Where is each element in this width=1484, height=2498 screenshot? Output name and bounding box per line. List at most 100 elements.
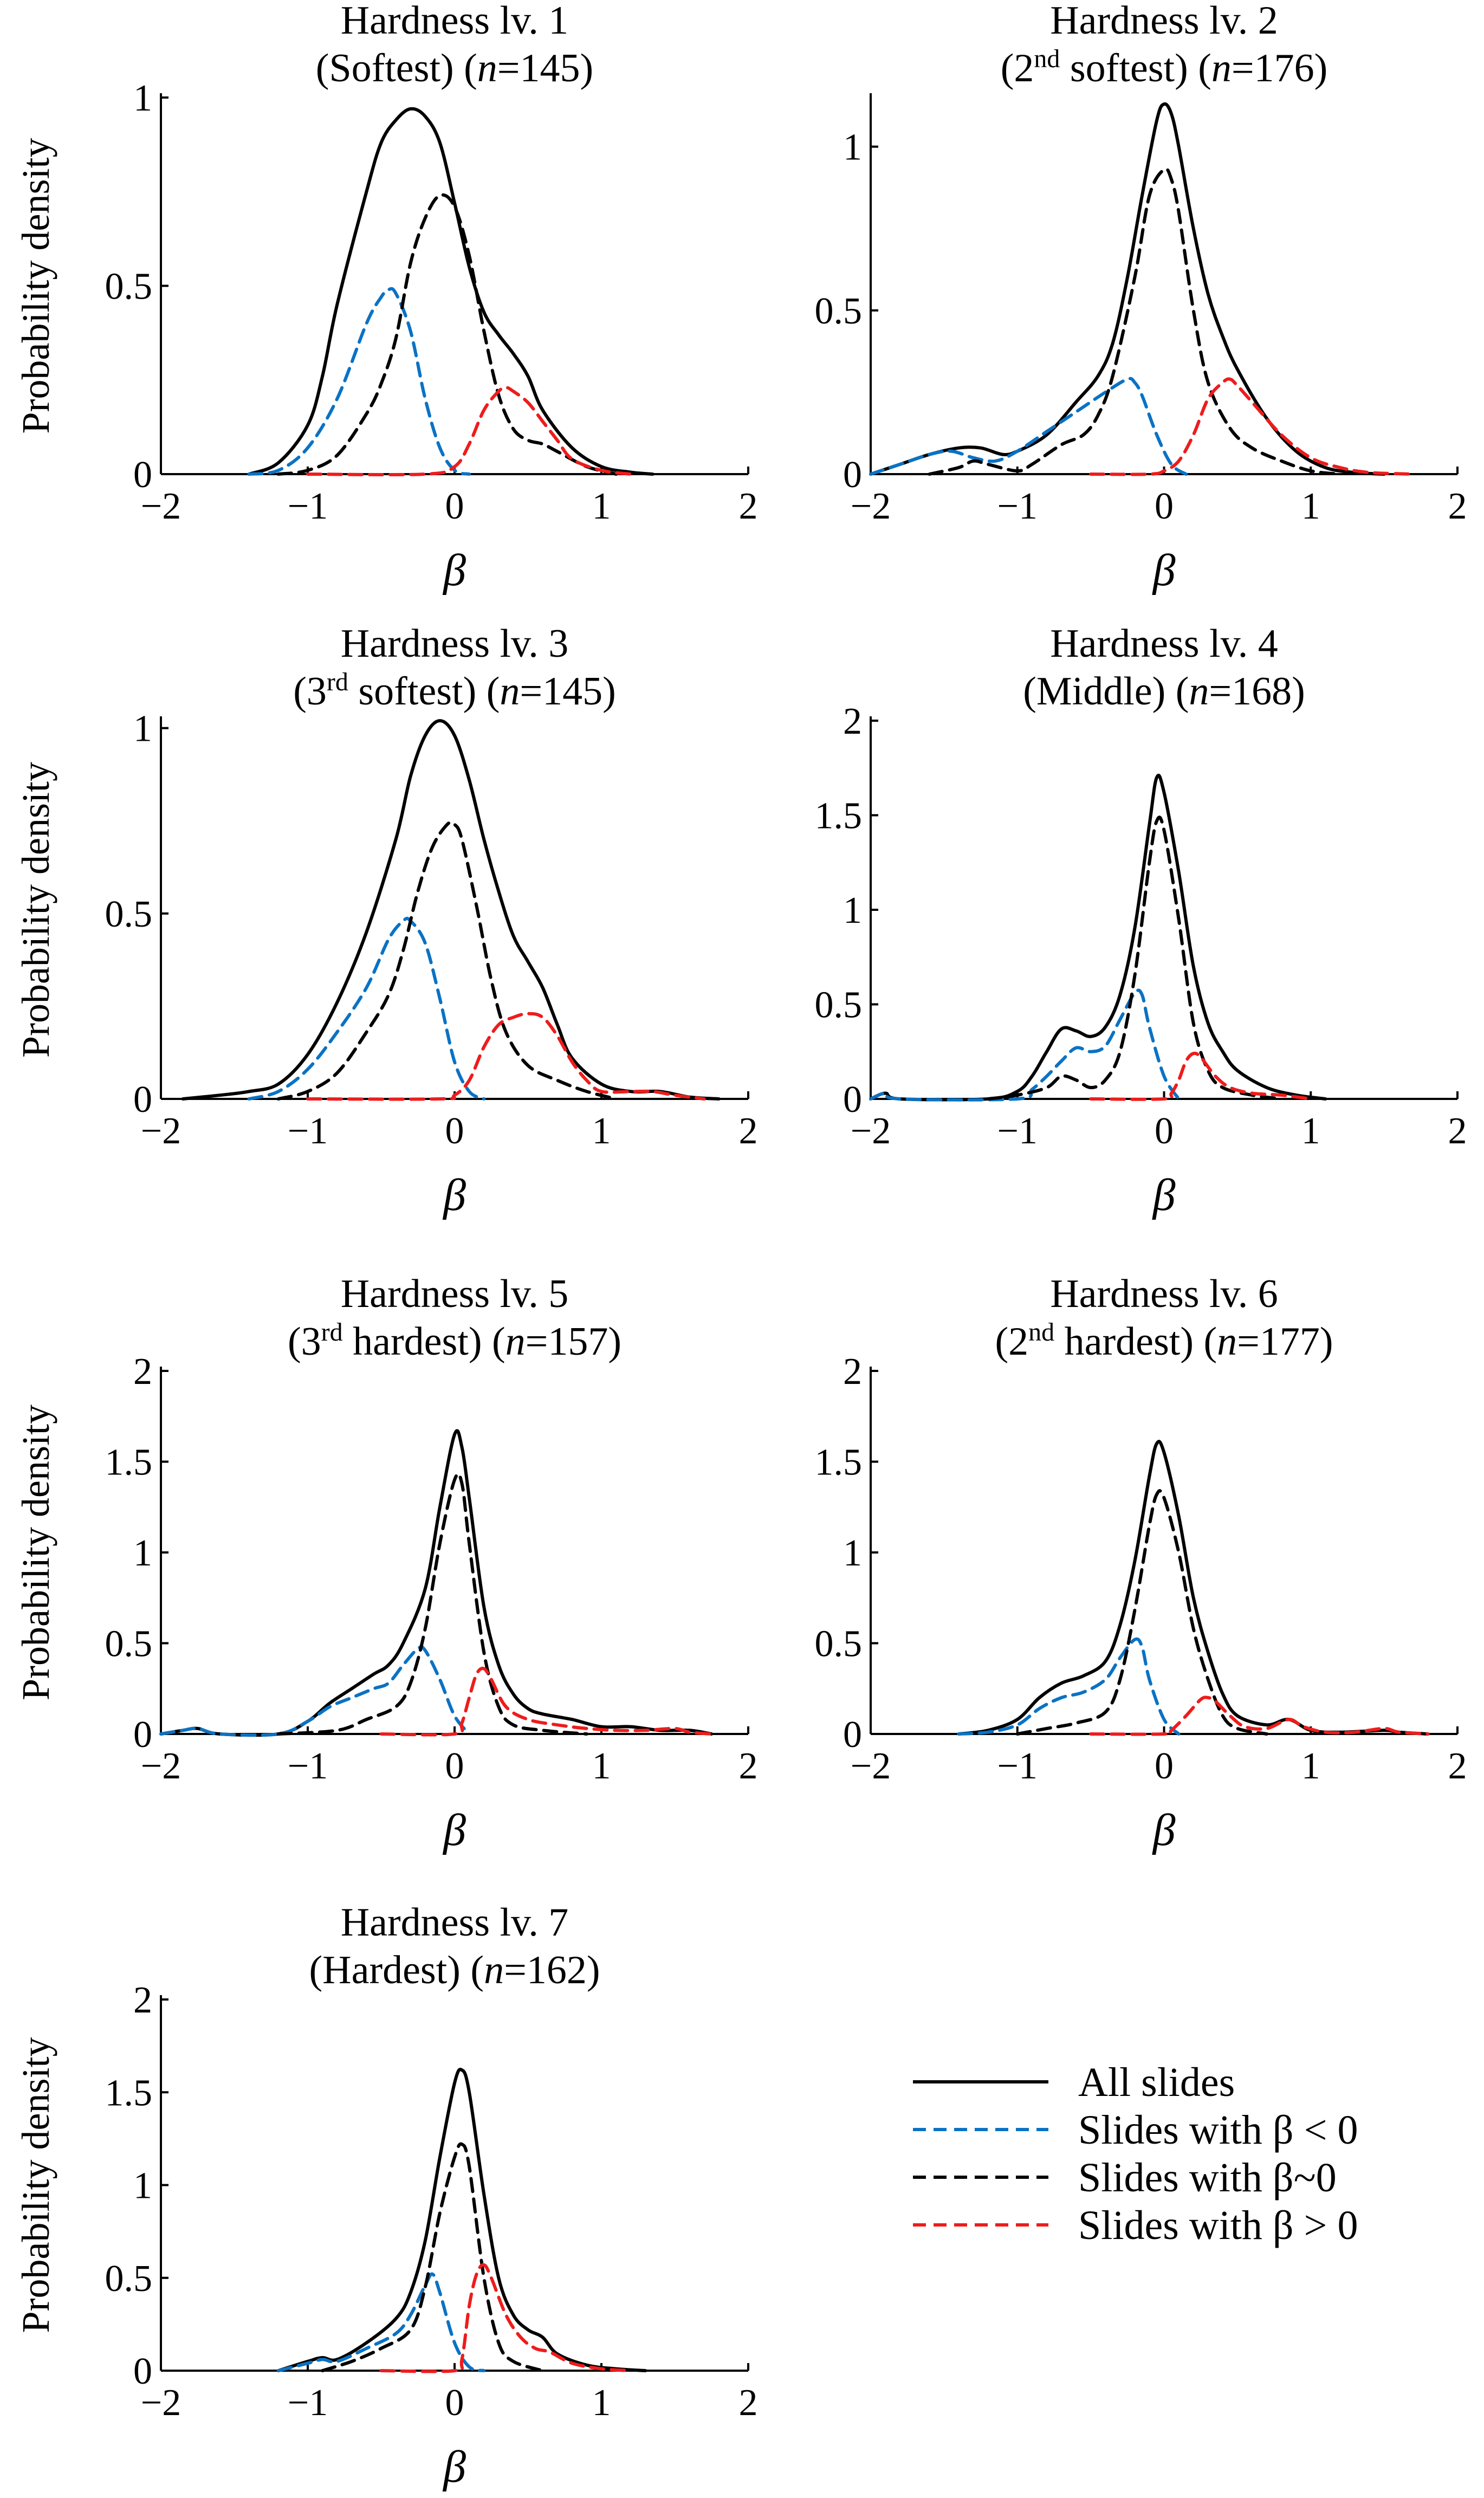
- x-tick-label: 1: [592, 486, 611, 527]
- panel-title-line1: Hardness lv. 7: [341, 1900, 569, 1945]
- y-tick-label: 0.5: [105, 266, 153, 308]
- x-axis-label: β: [1152, 1170, 1176, 1220]
- x-tick-label: −1: [288, 486, 328, 527]
- legend-label-pos: Slides with β > 0: [1078, 2203, 1358, 2248]
- panel-title-line1: Hardness lv. 2: [1050, 0, 1278, 43]
- y-tick-label: 0.5: [815, 1623, 863, 1665]
- y-axis-label: Probability density: [14, 138, 57, 434]
- series-neg-line: [869, 377, 1188, 476]
- series-all-line: [957, 1440, 1430, 1736]
- y-tick-label: 0: [843, 1714, 862, 1756]
- x-axis-label: β: [1152, 545, 1176, 596]
- y-tick-label: 2: [133, 1979, 152, 2021]
- series-zero-line: [986, 816, 1284, 1101]
- y-tick-label: 2: [133, 1351, 152, 1393]
- panel-4: Hardness lv. 4(Middle) (n=168) −2 −1 0 1 2 0 0.…: [815, 622, 1467, 1220]
- y-tick-label: 1.5: [815, 1442, 863, 1484]
- series-zero-line: [276, 193, 618, 476]
- y-tick-label: 0: [133, 1079, 152, 1121]
- x-tick-label: 1: [592, 1110, 611, 1152]
- y-tick-label: 1: [843, 1532, 862, 1574]
- series-neg-line: [247, 287, 471, 476]
- panel-title-line1: Hardness lv. 1: [341, 0, 569, 43]
- legend: All slides Slides with β < 0 Slides with…: [913, 2060, 1358, 2248]
- x-tick-label: 0: [1155, 486, 1174, 527]
- panel-title-line2: (Hardest) (n=162): [309, 1948, 600, 1992]
- series-zero-line: [928, 167, 1342, 476]
- x-tick-label: −1: [288, 1745, 328, 1787]
- panel-title-line1: Hardness lv. 6: [1050, 1272, 1278, 1316]
- panel-6: Hardness lv. 6(2nd hardest) (n=177) −2 −1 0…: [815, 1272, 1467, 1855]
- y-tick-label: 2: [843, 701, 862, 742]
- series-all-line: [247, 107, 654, 476]
- x-tick-label: −1: [997, 1110, 1038, 1152]
- panel-title-line1: Hardness lv. 3: [341, 622, 569, 666]
- x-tick-label: 1: [1301, 486, 1320, 527]
- series-pos-line: [379, 1666, 714, 1737]
- x-tick-label: 2: [739, 486, 758, 527]
- legend-label-all: All slides: [1078, 2060, 1235, 2105]
- series-zero-line: [321, 2142, 545, 2372]
- series-pos-line: [306, 1012, 706, 1101]
- y-tick-label: 0.5: [105, 1623, 153, 1665]
- y-tick-label: 0.5: [815, 985, 863, 1026]
- panel-title-line2: (3rd softest) (n=145): [293, 668, 616, 714]
- x-tick-label: 0: [445, 2382, 464, 2424]
- panel-title-line1: Hardness lv. 4: [1050, 622, 1278, 666]
- y-tick-label: 0: [843, 1079, 862, 1121]
- x-tick-label: 2: [1448, 486, 1467, 527]
- x-tick-label: −1: [288, 2382, 328, 2424]
- x-tick-label: 2: [739, 2382, 758, 2424]
- y-tick-label: 1.5: [105, 1442, 153, 1484]
- y-tick-label: 1: [133, 708, 152, 750]
- panel-title-line2: (Softest) (n=145): [316, 46, 593, 90]
- y-tick-label: 0: [133, 1714, 152, 1756]
- x-tick-label: 1: [1301, 1110, 1320, 1152]
- y-tick-label: 1: [843, 127, 862, 169]
- series-all-line: [181, 719, 721, 1101]
- x-axis-label: β: [442, 1805, 466, 1855]
- x-tick-label: 1: [592, 1745, 611, 1787]
- panel-title-line2: (3rd hardest) (n=157): [288, 1318, 621, 1364]
- y-tick-label: 0.5: [105, 2258, 153, 2300]
- x-tick-label: 0: [445, 486, 464, 527]
- x-tick-label: 0: [445, 1745, 464, 1787]
- x-axis-label: β: [442, 2442, 466, 2492]
- series-neg-line: [957, 1637, 1181, 1736]
- x-tick-label: 2: [739, 1745, 758, 1787]
- y-tick-label: 1: [843, 890, 862, 931]
- series-pos-line: [1089, 1695, 1430, 1736]
- y-axis-label: Probability density: [14, 1405, 57, 1700]
- series-pos-line: [379, 2263, 633, 2373]
- y-axis-label: Probability density: [14, 2037, 57, 2333]
- series-neg-line: [276, 2272, 486, 2372]
- x-tick-label: −1: [997, 486, 1038, 527]
- y-tick-label: 1: [133, 2165, 152, 2207]
- x-tick-label: −2: [851, 1745, 891, 1787]
- series-zero-line: [276, 820, 618, 1101]
- legend-label-neg: Slides with β < 0: [1078, 2107, 1358, 2153]
- x-tick-label: −2: [141, 1110, 181, 1152]
- x-tick-label: 0: [1155, 1110, 1174, 1152]
- x-tick-label: 0: [1155, 1745, 1174, 1787]
- series-all-line: [869, 102, 1386, 476]
- y-tick-label: 1: [133, 77, 152, 119]
- x-tick-label: −1: [997, 1745, 1038, 1787]
- series-zero-line: [1015, 1489, 1268, 1736]
- x-tick-label: 2: [1448, 1745, 1467, 1787]
- legend-label-zero: Slides with β~0: [1078, 2155, 1337, 2201]
- series-pos-line: [1089, 1051, 1313, 1101]
- x-tick-label: −2: [851, 486, 891, 527]
- panel-title-line1: Hardness lv. 5: [341, 1272, 569, 1316]
- series-all-line: [159, 1429, 714, 1737]
- x-tick-label: −2: [141, 486, 181, 527]
- series-all-line: [869, 773, 1327, 1102]
- y-tick-label: 0.5: [815, 290, 863, 332]
- y-tick-label: 1: [133, 1532, 152, 1574]
- x-tick-label: 2: [1448, 1110, 1467, 1152]
- x-axis-label: β: [442, 1170, 466, 1220]
- series-pos-line: [1089, 377, 1415, 476]
- y-tick-label: 0: [133, 454, 152, 496]
- series-zero-line: [276, 1472, 588, 1736]
- y-tick-label: 0.5: [105, 894, 153, 935]
